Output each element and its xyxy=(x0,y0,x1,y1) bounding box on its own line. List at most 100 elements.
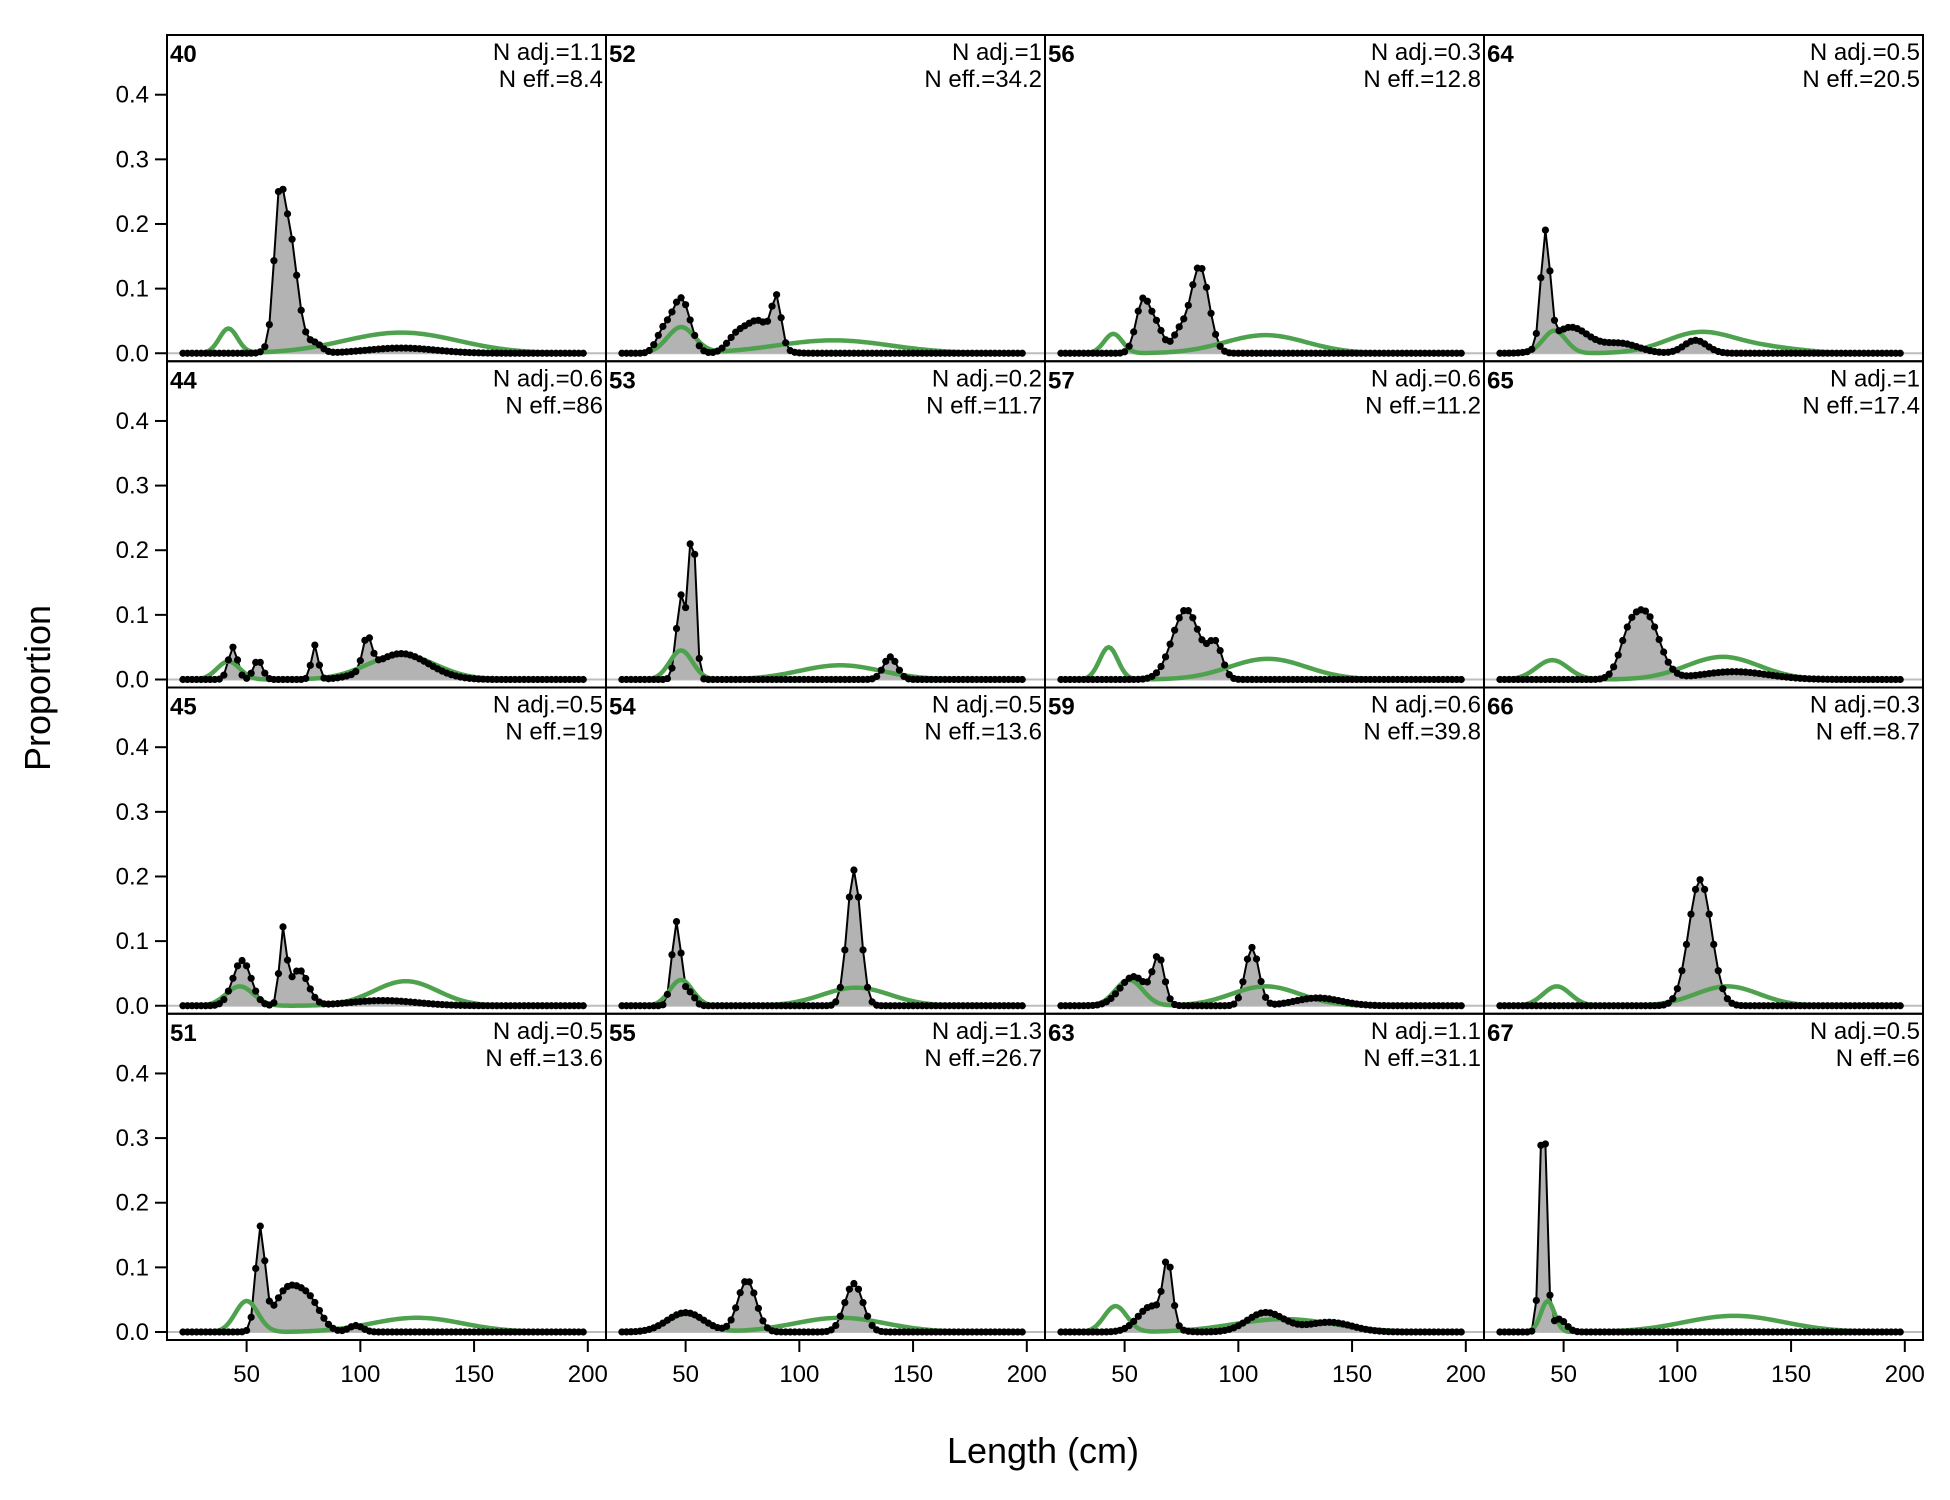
observed-point xyxy=(663,674,672,683)
observed-point xyxy=(745,1278,753,1286)
observed-point xyxy=(863,983,872,991)
observed-point xyxy=(1171,626,1179,634)
observed-point xyxy=(686,988,694,996)
observed-point xyxy=(1655,635,1663,644)
observed-point xyxy=(1252,955,1261,963)
observed-point xyxy=(1175,1322,1183,1330)
n-eff-label: N eff.=11.7 xyxy=(926,392,1042,419)
observed-point xyxy=(288,235,296,243)
observed-point xyxy=(1457,1328,1465,1336)
observed-point xyxy=(270,257,278,265)
observed-point xyxy=(1212,330,1220,338)
n-adj-label: N adj.=0.6 xyxy=(1371,365,1481,392)
observed-point xyxy=(1641,607,1650,615)
observed-point xyxy=(1107,994,1115,1003)
observed-line xyxy=(1499,608,1901,681)
panel-label: 52 xyxy=(609,41,636,68)
observed-point xyxy=(868,1321,876,1330)
observed-point xyxy=(302,674,310,683)
observed-point xyxy=(682,301,690,309)
observed-point xyxy=(1216,646,1224,655)
observed-point xyxy=(247,669,255,677)
observed-point xyxy=(1152,669,1161,677)
x-tick-label: 100 xyxy=(1657,1361,1697,1388)
observed-point xyxy=(1673,985,1681,993)
observed-point xyxy=(274,970,283,978)
observed-point xyxy=(1896,1328,1904,1336)
x-tick-label: 200 xyxy=(1446,1361,1486,1388)
observed-area xyxy=(1499,609,1901,680)
observed-point xyxy=(265,320,273,329)
observed-point xyxy=(672,298,681,306)
observed-point xyxy=(1546,267,1554,275)
observed-point xyxy=(863,1312,872,1320)
observed-point xyxy=(668,664,676,672)
observed-point xyxy=(850,866,858,874)
observed-point xyxy=(732,1304,740,1312)
observed-point xyxy=(243,674,251,682)
observed-point xyxy=(686,540,694,548)
observed-point xyxy=(1157,1287,1165,1295)
observed-point xyxy=(1171,1302,1179,1310)
y-tick-label: 0.4 xyxy=(116,408,149,435)
observed-point xyxy=(686,316,694,324)
observed-area xyxy=(182,926,584,1006)
observed-area xyxy=(621,543,1023,680)
panel-51: 51 N adj.=0.5N eff.=13.6 xyxy=(166,1012,607,1341)
y-tick-label: 0.0 xyxy=(116,993,149,1020)
observed-point xyxy=(352,668,360,676)
panel-54: 54 N adj.=0.5N eff.=13.6 xyxy=(605,686,1046,1015)
n-eff-label: N eff.=34.2 xyxy=(924,66,1042,93)
observed-point xyxy=(270,1301,278,1309)
y-tick-label: 0.0 xyxy=(116,667,149,694)
observed-point xyxy=(1143,978,1151,986)
observed-point xyxy=(841,1299,849,1307)
observed-point xyxy=(315,661,323,669)
n-eff-label: N eff.=12.8 xyxy=(1363,66,1481,93)
observed-point xyxy=(832,998,840,1006)
observed-point xyxy=(256,1222,264,1230)
panel-40: 40 N adj.=1.1N eff.=8.4 xyxy=(166,34,607,363)
observed-point xyxy=(1234,994,1242,1002)
observed-point xyxy=(1678,967,1686,975)
observed-point xyxy=(773,291,781,299)
observed-point xyxy=(1719,985,1727,993)
observed-area xyxy=(621,294,1023,354)
n-adj-label: N adj.=1.1 xyxy=(1371,1018,1481,1045)
expected-line xyxy=(182,1298,584,1335)
y-tick-label: 0.0 xyxy=(116,1319,149,1346)
observed-point xyxy=(1682,940,1691,949)
panel-66: 66 N adj.=0.3N eff.=8.7 xyxy=(1483,686,1924,1015)
observed-point xyxy=(1619,636,1627,645)
n-eff-label: N eff.=8.4 xyxy=(499,66,603,93)
observed-point xyxy=(306,985,314,993)
y-tick-label: 0.4 xyxy=(116,1060,149,1087)
observed-point xyxy=(1161,653,1170,661)
observed-point xyxy=(722,339,731,347)
y-tick-label: 0.4 xyxy=(116,734,149,761)
observed-point xyxy=(736,1289,744,1297)
observed-point xyxy=(579,1328,587,1336)
observed-point xyxy=(877,666,885,674)
observed-point xyxy=(895,666,904,674)
observed-point xyxy=(854,1285,863,1293)
observed-point xyxy=(850,1279,858,1288)
observed-point xyxy=(579,1002,587,1010)
observed-point xyxy=(1134,307,1142,315)
observed-point xyxy=(229,643,237,651)
panel-label: 44 xyxy=(170,367,197,394)
observed-point xyxy=(1457,349,1465,357)
observed-point xyxy=(841,946,849,954)
y-tick-label: 0.1 xyxy=(116,928,149,955)
observed-point xyxy=(243,1326,251,1335)
observed-point xyxy=(252,1264,260,1273)
observed-point xyxy=(247,974,255,982)
observed-point xyxy=(1184,301,1192,309)
observed-point xyxy=(1143,297,1151,305)
observed-point xyxy=(859,946,867,954)
observed-point xyxy=(1148,968,1156,976)
panel-label: 64 xyxy=(1487,41,1514,68)
observed-point xyxy=(1202,283,1211,291)
panel-label: 45 xyxy=(170,694,197,721)
